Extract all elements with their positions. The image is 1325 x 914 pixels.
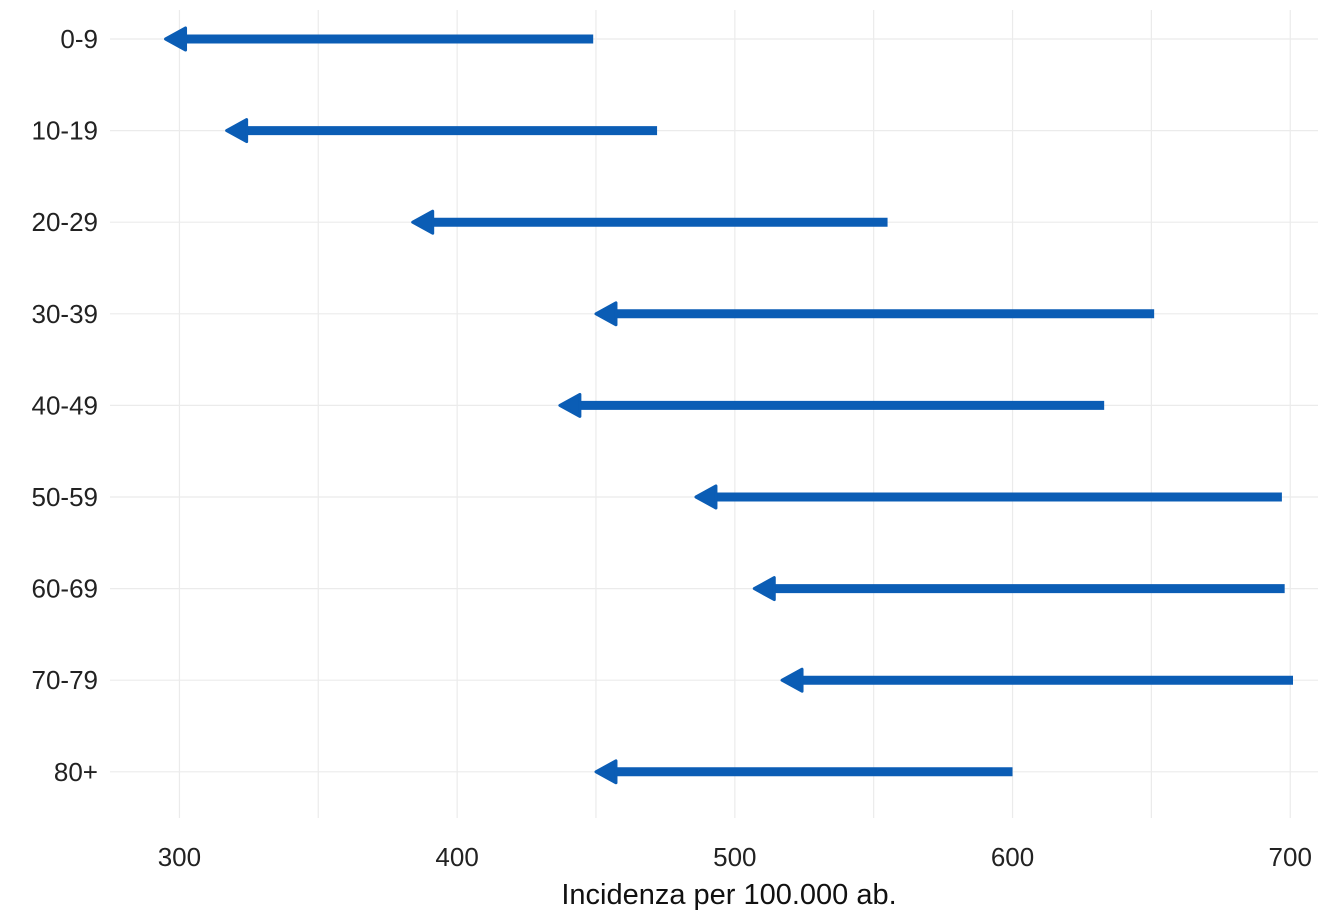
y-tick-label: 30-39 [32, 299, 99, 329]
x-tick-label: 400 [435, 842, 478, 872]
arrow-40-49 [558, 392, 1105, 418]
arrow-20-29 [411, 209, 888, 235]
arrow-80+ [594, 759, 1013, 785]
y-tick-label: 60-69 [32, 574, 99, 604]
y-tick-label: 0-9 [60, 24, 98, 54]
y-axis-tick-labels: 0-9 10-19 20-29 30-39 40-49 50-59 60-69 70-79 80… [32, 24, 99, 787]
x-tick-label: 500 [713, 842, 756, 872]
y-tick-label: 80+ [54, 757, 98, 787]
arrow-head [780, 667, 804, 693]
x-axis-tick-labels: 300 400 500 600 700 [158, 842, 1312, 872]
arrow-60-69 [752, 576, 1285, 602]
x-axis-title: Incidenza per 100.000 ab. [561, 879, 896, 911]
arrow-50-59 [694, 484, 1282, 510]
arrow-10-19 [225, 118, 658, 144]
x-tick-label: 300 [158, 842, 201, 872]
arrow-head [594, 301, 618, 327]
arrow-head [694, 484, 718, 510]
arrow-70-79 [780, 667, 1294, 693]
arrow-head [164, 26, 188, 52]
y-tick-label: 70-79 [32, 665, 99, 695]
y-tick-label: 50-59 [32, 482, 99, 512]
arrow-head [594, 759, 618, 785]
arrow-head [225, 118, 249, 144]
arrow-head [752, 576, 776, 602]
y-tick-label: 40-49 [32, 390, 99, 420]
y-tick-label: 20-29 [32, 207, 99, 237]
x-tick-label: 600 [991, 842, 1034, 872]
arrow-0-9 [164, 26, 594, 52]
x-tick-label: 700 [1269, 842, 1312, 872]
y-tick-label: 10-19 [32, 116, 99, 146]
arrow-head [558, 392, 582, 418]
arrow-head [411, 209, 435, 235]
arrows [164, 26, 1294, 785]
arrow-30-39 [594, 301, 1155, 327]
